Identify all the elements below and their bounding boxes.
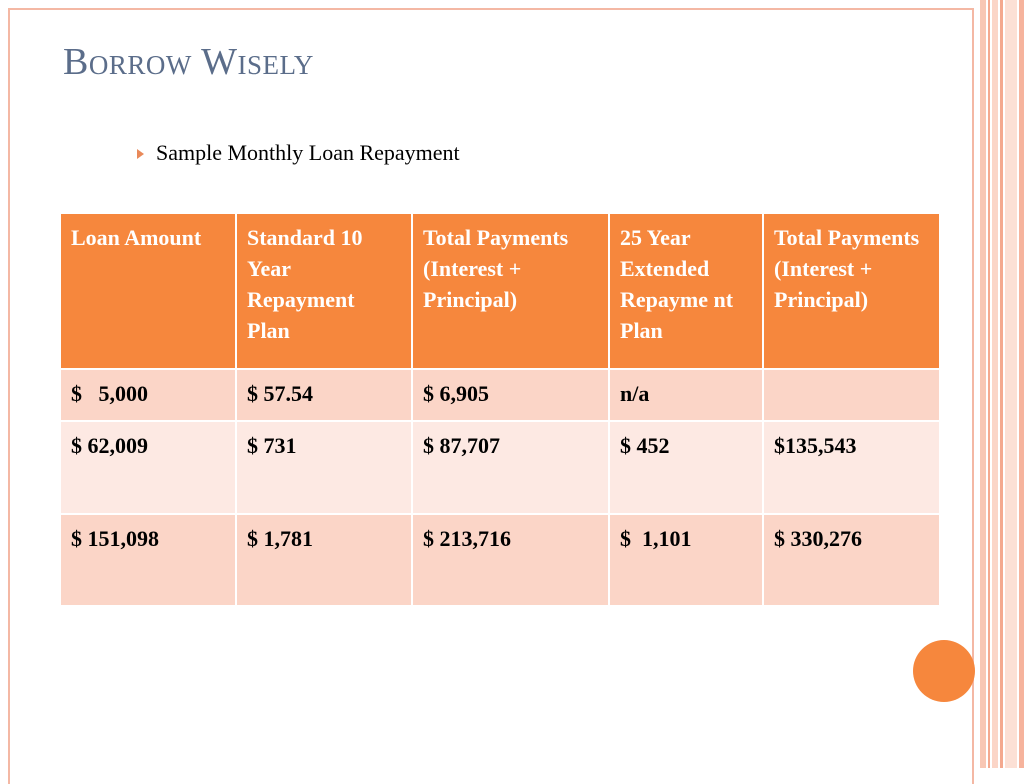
table-cell: $ 151,098 [59, 513, 237, 607]
table-cell: $ 62,009 [59, 420, 237, 515]
table-cell: $ 87,707 [411, 420, 610, 515]
edge-stripe [992, 0, 998, 768]
header-total-payments-extended: Total Payments (Interest + Principal) [762, 212, 941, 370]
table-cell: $ 330,276 [762, 513, 941, 607]
slide-title: Borrow Wisely [63, 41, 314, 83]
table-cell: $ 6,905 [411, 368, 610, 422]
header-loan-amount: Loan Amount [59, 212, 237, 370]
bullet-text: Sample Monthly Loan Repayment [156, 140, 460, 165]
table-row: $ 151,098 $ 1,781 $ 213,716 $ 1,101 $ 33… [59, 513, 941, 607]
edge-stripe [980, 0, 986, 768]
table-cell: $ 5,000 [59, 368, 237, 422]
loan-repayment-table: Loan Amount Standard 10 Year Repayment P… [59, 212, 941, 607]
bullet-item: Sample Monthly Loan Repayment [137, 140, 460, 166]
table-row: $ 5,000 $ 57.54 $ 6,905 n/a [59, 368, 941, 422]
header-extended-plan: 25 Year Extended Repayme nt Plan [608, 212, 764, 370]
table-cell: $ 1,781 [235, 513, 413, 607]
table-cell: $ 452 [608, 420, 764, 515]
orange-circle-decoration [913, 640, 975, 702]
header-total-payments-standard: Total Payments (Interest + Principal) [411, 212, 610, 370]
header-standard-plan: Standard 10 Year Repayment Plan [235, 212, 413, 370]
table-cell: $ 57.54 [235, 368, 413, 422]
edge-stripe [1019, 0, 1024, 768]
table-cell: n/a [608, 368, 764, 422]
slide-frame [8, 8, 974, 784]
edge-stripe [1005, 0, 1017, 768]
table-cell: $135,543 [762, 420, 941, 515]
edge-stripe [1000, 0, 1003, 768]
table-cell: $ 1,101 [608, 513, 764, 607]
table-row: $ 62,009 $ 731 $ 87,707 $ 452 $135,543 [59, 420, 941, 515]
table-cell: $ 731 [235, 420, 413, 515]
table-header-row: Loan Amount Standard 10 Year Repayment P… [59, 212, 941, 370]
arrowhead-bullet-icon [137, 149, 144, 159]
table-cell: $ 213,716 [411, 513, 610, 607]
edge-stripe [988, 0, 990, 768]
table-cell [762, 368, 941, 422]
